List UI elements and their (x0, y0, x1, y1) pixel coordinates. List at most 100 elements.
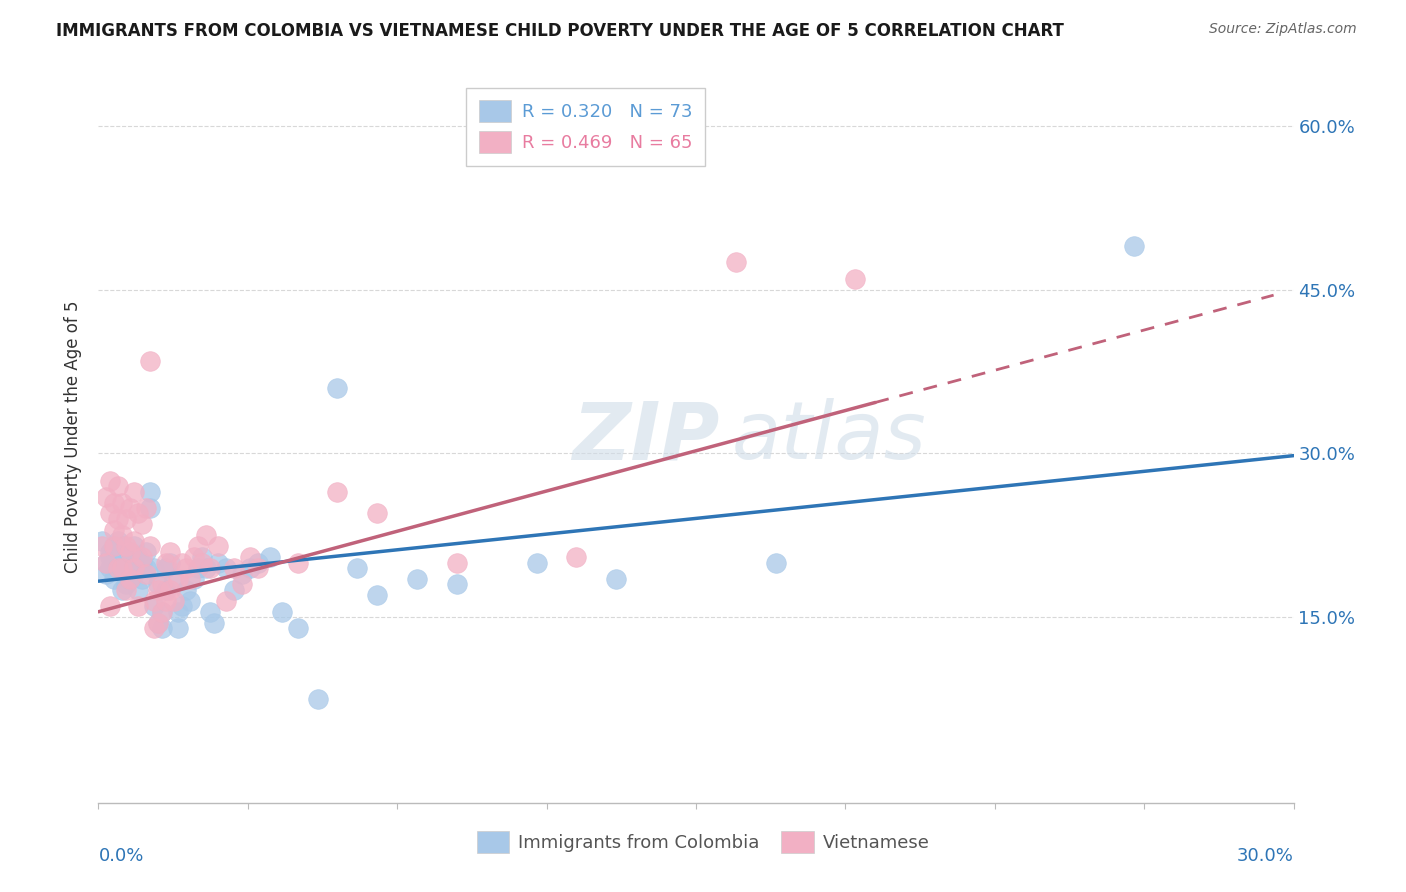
Point (198, 605, 221, 619)
Point (605, 572, 627, 586)
Point (127, 507, 149, 521)
Point (167, 605, 190, 619)
Point (150, 605, 173, 619)
Point (326, 381, 349, 395)
Point (96, 556, 118, 570)
Point (1123, 239, 1146, 253)
Text: IMMIGRANTS FROM COLOMBIA VS VIETNAMESE CHILD POVERTY UNDER THE AGE OF 5 CORRELAT: IMMIGRANTS FROM COLOMBIA VS VIETNAMESE C… (56, 22, 1064, 40)
Point (172, 556, 194, 570)
Point (155, 582, 177, 597)
Point (155, 561, 177, 575)
Text: Source: ZipAtlas.com: Source: ZipAtlas.com (1209, 22, 1357, 37)
Point (163, 572, 186, 586)
Point (765, 556, 787, 570)
Point (526, 556, 548, 570)
Point (148, 615, 170, 630)
Point (326, 484, 349, 499)
Point (159, 556, 181, 570)
Point (191, 556, 214, 570)
Point (446, 556, 468, 570)
Point (222, 582, 245, 597)
Point (131, 517, 153, 532)
Point (174, 561, 197, 575)
Point (270, 605, 292, 619)
Point (107, 533, 129, 548)
Point (127, 561, 149, 575)
Point (111, 528, 134, 542)
Point (163, 594, 186, 608)
Point (246, 556, 269, 570)
Point (96, 556, 118, 570)
Point (198, 561, 221, 575)
Text: 0.0%: 0.0% (98, 847, 143, 864)
Point (565, 550, 588, 565)
Text: ZIP: ZIP (572, 398, 720, 476)
Point (187, 561, 209, 575)
Point (131, 556, 153, 570)
Point (98, 545, 122, 559)
Point (150, 621, 173, 635)
Point (115, 577, 138, 591)
Point (202, 615, 225, 630)
Point (844, 272, 866, 286)
Point (103, 495, 125, 509)
Point (148, 577, 170, 591)
Point (107, 479, 129, 493)
Point (107, 561, 129, 575)
Point (115, 566, 138, 581)
Point (287, 621, 309, 635)
Point (107, 512, 129, 526)
Point (107, 545, 129, 559)
Point (174, 582, 197, 597)
Point (287, 556, 309, 570)
Point (135, 501, 157, 516)
Point (366, 588, 388, 602)
Point (406, 572, 429, 586)
Point (98, 561, 122, 575)
Point (207, 539, 229, 553)
Point (124, 533, 146, 548)
Point (239, 561, 262, 575)
Point (120, 545, 142, 559)
Point (139, 353, 162, 368)
Point (135, 545, 157, 559)
Point (120, 572, 142, 586)
Point (366, 507, 388, 521)
Point (115, 539, 138, 553)
Point (96, 566, 118, 581)
Point (127, 599, 149, 614)
Point (143, 561, 166, 575)
Point (98, 599, 122, 614)
Point (446, 577, 468, 591)
Point (215, 561, 238, 575)
Point (103, 539, 125, 553)
Point (127, 582, 149, 597)
Point (139, 501, 162, 516)
Point (159, 582, 181, 597)
Point (115, 512, 138, 526)
Point (103, 539, 125, 553)
Point (231, 577, 253, 591)
Point (159, 545, 181, 559)
Point (135, 566, 157, 581)
Point (143, 621, 166, 635)
Point (98, 474, 122, 488)
Point (155, 556, 177, 570)
Point (91, 539, 114, 553)
Point (111, 561, 134, 575)
Point (222, 561, 245, 575)
Point (96, 490, 118, 504)
Point (148, 582, 170, 597)
Point (103, 572, 125, 586)
Point (150, 577, 173, 591)
Point (187, 539, 209, 553)
Text: 30.0%: 30.0% (1237, 847, 1294, 864)
Point (724, 255, 747, 269)
Point (179, 572, 201, 586)
Point (155, 594, 177, 608)
Point (195, 528, 218, 542)
Y-axis label: Child Poverty Under the Age of 5: Child Poverty Under the Age of 5 (65, 301, 83, 574)
Point (148, 615, 170, 630)
Point (103, 556, 125, 570)
Point (131, 550, 153, 565)
